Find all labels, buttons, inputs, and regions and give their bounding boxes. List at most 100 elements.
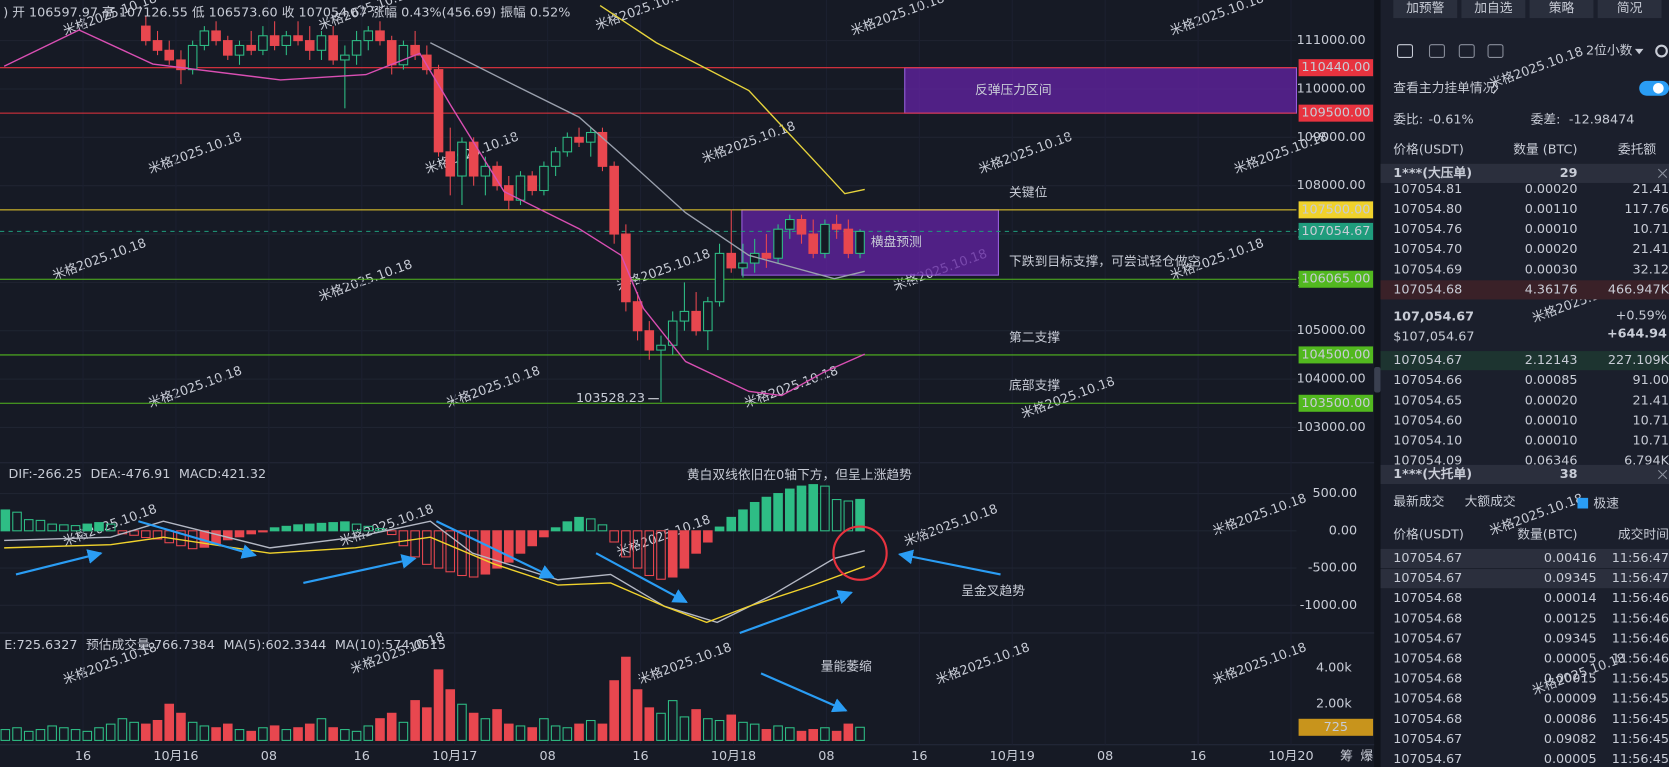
macd-bar	[738, 509, 748, 532]
volume-bar	[656, 712, 666, 741]
indicator-legend: MACD:421.32	[179, 467, 266, 482]
diff-label: 委差:	[1531, 113, 1561, 128]
view-icon[interactable]	[1458, 44, 1475, 58]
volume-bar	[398, 721, 409, 741]
macd-bar	[47, 523, 57, 532]
macd-bar	[328, 522, 338, 532]
trade-time: 11:56:46	[1612, 652, 1669, 667]
toolbar-button[interactable]	[1529, 0, 1594, 19]
volume-bar	[129, 721, 139, 741]
toolbar-button-label[interactable]: 简况	[1617, 1, 1643, 16]
indicator-legend: E:725.6327	[4, 638, 77, 653]
view-icon[interactable]	[1487, 44, 1504, 58]
level-badge	[1298, 59, 1374, 77]
trade-qty: 0.00015	[1544, 672, 1597, 687]
trade-price: 107054.67	[1393, 631, 1462, 646]
depth-highlight	[1380, 351, 1669, 371]
candle-body	[187, 44, 198, 71]
toolbar-button[interactable]	[1393, 0, 1458, 19]
volume-bar	[843, 723, 854, 741]
trade-time: 11:56:45	[1612, 732, 1669, 747]
trade-time: 11:56:46	[1612, 611, 1669, 626]
y-tick-label: -500.00	[1308, 561, 1357, 576]
volume-bar	[691, 709, 701, 741]
trade-time: 11:56:46	[1612, 631, 1669, 646]
volume-bar	[59, 727, 69, 741]
zone-label: 反弹压力区间	[975, 83, 1052, 98]
view-icon[interactable]	[1428, 44, 1445, 58]
volume-bar	[621, 656, 631, 741]
level-note: 第二支撑	[1009, 330, 1060, 345]
close-icon[interactable]	[1657, 469, 1668, 480]
book-qty: 0.00110	[1525, 202, 1578, 217]
candle-body	[703, 301, 713, 332]
chevron	[1492, 82, 1499, 94]
x-tick-label: 10月20	[1268, 749, 1313, 764]
volume-bar	[820, 727, 830, 741]
trade-price: 107054.67	[1393, 571, 1462, 586]
candle-body	[141, 25, 151, 42]
macd-bar	[12, 511, 22, 532]
macd-bar	[585, 518, 596, 532]
fast-label[interactable]: 极速	[1593, 497, 1619, 512]
highlight-circle	[832, 525, 888, 581]
macd-bar	[23, 519, 34, 532]
toolbar-button[interactable]	[1461, 0, 1526, 19]
toolbar-button[interactable]	[1597, 0, 1662, 19]
macd-bar	[773, 493, 783, 532]
trade-tab[interactable]: 大额成交	[1465, 494, 1516, 510]
macd-bar	[375, 528, 385, 532]
y-tick-label: 103000.00	[1297, 420, 1366, 435]
toolbar-button-label[interactable]: 加预警	[1406, 0, 1445, 16]
candle-body	[855, 230, 865, 254]
macd-bar	[503, 530, 514, 563]
depth-highlight	[1380, 280, 1669, 300]
candle-body	[726, 252, 737, 269]
checkbox[interactable]	[1577, 497, 1589, 509]
volume-bar	[539, 718, 549, 741]
macd-bar	[749, 501, 760, 532]
main-orders-link[interactable]: 查看主力挂单情况	[1393, 80, 1495, 96]
candle-body	[211, 30, 221, 42]
volume-bar	[609, 680, 619, 741]
volume-bar	[222, 723, 233, 741]
candle-body	[831, 223, 842, 230]
column-header: 数量 (BTC)	[1513, 142, 1577, 157]
volume-bar	[410, 700, 420, 741]
level-badge	[1298, 270, 1374, 288]
quote-line: ) 开 106597.97 高 107126.55 低 106573.60 收 …	[3, 4, 570, 20]
macd-bar	[363, 525, 374, 532]
candle-body	[503, 185, 514, 201]
macd-bar	[187, 530, 198, 550]
splitter-handle[interactable]	[1374, 367, 1381, 393]
candle-body	[433, 69, 444, 153]
candle-body	[375, 30, 385, 42]
zone-label: 横盘预测	[871, 234, 922, 250]
candle-body	[679, 310, 690, 322]
trade-time: 11:56:45	[1612, 752, 1669, 767]
big-order-row	[1380, 464, 1669, 485]
macd-bar	[445, 530, 456, 573]
trade-tab[interactable]: 最新成交	[1393, 494, 1444, 510]
x-tick-label: 16	[354, 749, 370, 764]
macd-note: 呈金叉趋势	[961, 583, 1025, 599]
volume-bar	[316, 718, 327, 741]
x-tick-label: 10月17	[432, 749, 477, 764]
toolbar-button-label[interactable]: 策略	[1549, 0, 1575, 16]
volume-bar	[703, 718, 713, 741]
close-icon[interactable]	[1657, 168, 1668, 179]
trade-qty: 0.00086	[1544, 712, 1597, 727]
indicator-legend: MA(5):602.3344	[223, 638, 326, 653]
volume-bar	[480, 718, 491, 741]
chart-background	[0, 0, 1375, 767]
volume-bar	[679, 716, 690, 741]
view-icon[interactable]	[1397, 44, 1414, 58]
macd-bar	[457, 530, 467, 577]
volume-bar	[0, 729, 11, 741]
toolbar-button-label[interactable]: 加自选	[1474, 1, 1513, 16]
volume-bar	[351, 730, 362, 741]
settings-icon[interactable]	[1655, 44, 1668, 58]
corner-label: 筹	[1340, 748, 1353, 764]
precision-select[interactable]: 2位小数	[1586, 44, 1633, 59]
big-order-label: 1***(大托单)	[1393, 466, 1472, 482]
